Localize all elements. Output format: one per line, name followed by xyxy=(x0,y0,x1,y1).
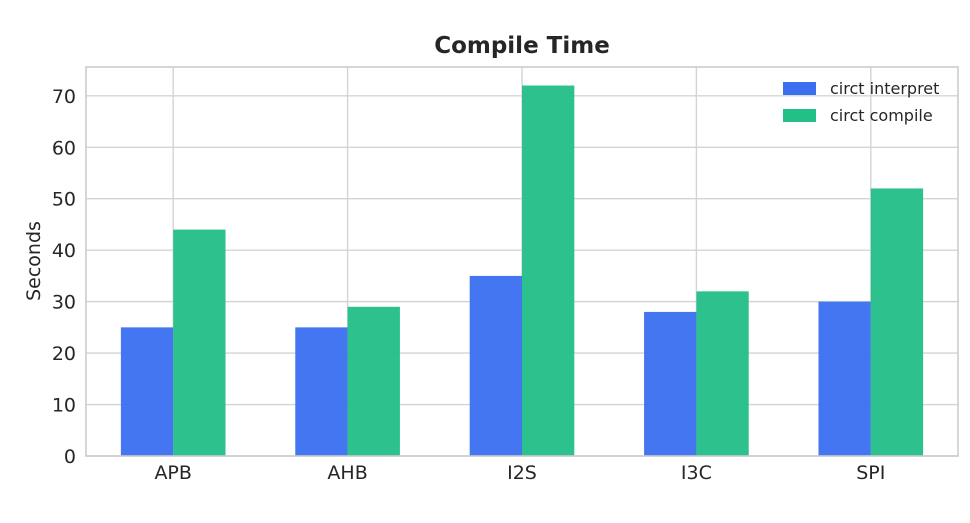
plot-frame xyxy=(85,66,959,457)
y-tick-label: 60 xyxy=(52,137,76,159)
bar-interpret-i2s xyxy=(469,275,522,456)
bars xyxy=(120,85,924,457)
y-ticks: 0 10 20 30 40 50 60 70 xyxy=(52,86,76,468)
x-tick-label: APB xyxy=(154,462,192,484)
x-tick-label: AHB xyxy=(327,462,367,484)
y-tick-label: 0 xyxy=(64,446,76,468)
x-ticks: APB AHB I2S I3C SPI xyxy=(154,462,885,484)
x-tick-label: I2S xyxy=(507,462,537,484)
bar-interpret-i3c xyxy=(644,311,697,456)
y-tick-label: 50 xyxy=(52,189,76,211)
legend-swatch xyxy=(783,109,816,122)
y-tick-label: 10 xyxy=(52,395,76,417)
y-tick-label: 30 xyxy=(52,292,76,314)
y-axis-label: Seconds xyxy=(23,221,45,301)
legend-swatch xyxy=(783,82,816,95)
legend: circt interpret circt compile xyxy=(783,79,939,125)
x-tick-label: I3C xyxy=(681,462,712,484)
bar-compile-apb xyxy=(173,229,226,456)
bar-compile-ahb xyxy=(347,306,400,456)
bar-interpret-apb xyxy=(120,327,174,456)
bar-compile-i3c xyxy=(696,291,749,456)
bar-interpret-spi xyxy=(818,301,871,456)
x-tick-label: SPI xyxy=(856,462,885,484)
y-tick-label: 40 xyxy=(52,240,76,262)
legend-label: circt interpret xyxy=(830,79,939,98)
bar-compile-spi xyxy=(870,188,924,456)
y-tick-label: 20 xyxy=(52,343,76,365)
y-tick-label: 70 xyxy=(52,86,76,108)
chart-title: Compile Time xyxy=(434,33,610,59)
bar-compile-i2s xyxy=(522,85,575,457)
legend-label: circt compile xyxy=(830,106,933,125)
bar-interpret-ahb xyxy=(295,327,348,456)
